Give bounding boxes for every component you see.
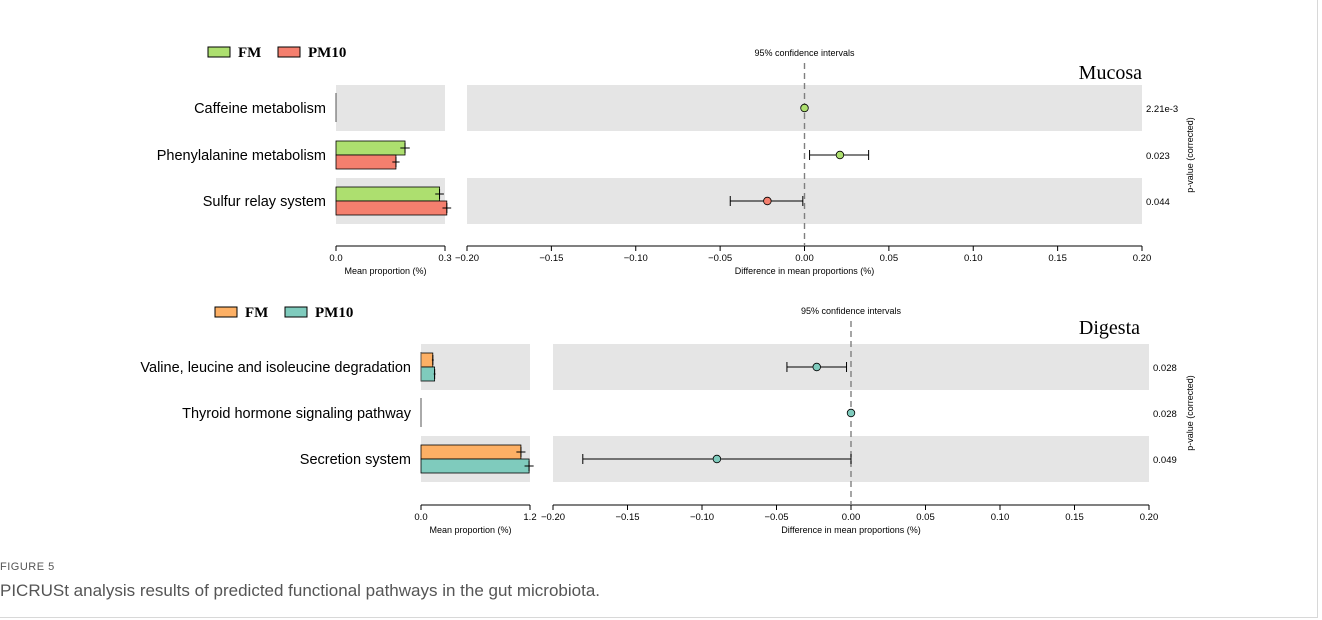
ci-x-tick-label: −0.20 — [541, 512, 565, 523]
bar-x-tick-label: 0.0 — [329, 253, 342, 264]
diff-point — [763, 196, 772, 206]
bar-pm10 — [335, 200, 448, 216]
legend-swatch-pm10 — [277, 46, 301, 58]
p-value-axis-label: p-value (corrected) — [1185, 375, 1195, 451]
ci-x-axis-label: Difference in mean proportions (%) — [781, 525, 920, 535]
p-value: 0.044 — [1146, 197, 1170, 208]
ci-x-tick-label: −0.05 — [764, 512, 788, 523]
ci-x-tick-label: −0.05 — [708, 253, 732, 264]
bar-fm — [420, 352, 434, 368]
ci-x-tick-label: −0.10 — [690, 512, 714, 523]
ci-x-tick-label: 0.10 — [964, 253, 983, 264]
panel-digesta: FM PM10 Digesta 95% confidence intervals Val… — [140, 305, 1195, 535]
bar-fm — [420, 444, 522, 460]
bar-fm — [335, 140, 406, 156]
ci-x-tick-label: 0.20 — [1140, 512, 1159, 523]
ci-title: 95% confidence intervals — [801, 306, 902, 316]
ci-x-tick-label: −0.15 — [539, 253, 563, 264]
row-band-bar — [421, 344, 530, 390]
category-label: Valine, leucine and isoleucine degradati… — [140, 360, 411, 376]
legend-label-pm10: PM10 — [315, 305, 353, 321]
legend-label-fm: FM — [245, 305, 268, 321]
p-value: 0.023 — [1146, 151, 1170, 162]
ci-x-tick-label: −0.20 — [455, 253, 479, 264]
ci-x-tick-label: 0.10 — [991, 512, 1010, 523]
bar-x-axis-label: Mean proportion (%) — [429, 525, 511, 535]
category-label: Sulfur relay system — [203, 194, 326, 210]
diff-point — [712, 454, 722, 464]
p-value: 0.028 — [1153, 363, 1177, 374]
legend-label-fm: FM — [238, 45, 261, 61]
legend-swatch-fm — [214, 306, 238, 318]
category-label: Thyroid hormone signaling pathway — [182, 406, 412, 422]
panel-title: Digesta — [1079, 317, 1140, 339]
figure-caption: PICRUSt analysis results of predicted fu… — [0, 581, 601, 600]
ci-x-tick-label: 0.15 — [1065, 512, 1084, 523]
bar-pm10 — [335, 154, 397, 170]
ci-x-tick-label: 0.00 — [795, 253, 814, 264]
bar-x-tick-label: 0.0 — [414, 512, 427, 523]
ci-x-axis-label: Difference in mean proportions (%) — [735, 266, 874, 276]
bar-x-tick-label: 1.2 — [523, 512, 536, 523]
diff-point — [800, 103, 809, 113]
ci-x-tick-label: 0.20 — [1133, 253, 1152, 264]
ci-x-tick-label: 0.00 — [842, 512, 861, 523]
panel-title: Mucosa — [1079, 62, 1142, 84]
bar-pm10 — [420, 366, 436, 382]
ci-x-tick-label: 0.05 — [880, 253, 899, 264]
legend-label-pm10: PM10 — [308, 45, 346, 61]
category-label: Caffeine metabolism — [194, 101, 326, 117]
bar-x-tick-label: 0.3 — [438, 253, 451, 264]
bar-fm — [335, 186, 440, 202]
figure-label: FIGURE 5 — [0, 561, 55, 573]
diff-point — [846, 408, 856, 418]
p-value: 0.049 — [1153, 455, 1177, 466]
p-value: 2.21e-3 — [1146, 104, 1178, 115]
ci-x-tick-label: 0.15 — [1048, 253, 1067, 264]
diff-point — [835, 150, 845, 160]
extended-error-bar-figure: FM PM10 Mucosa 95% confidence intervals Caff… — [140, 45, 1195, 535]
category-label: Secretion system — [300, 452, 411, 468]
legend-swatch-pm10 — [284, 306, 308, 318]
ci-x-tick-label: −0.15 — [615, 512, 639, 523]
p-value: 0.028 — [1153, 409, 1177, 420]
bar-x-axis-label: Mean proportion (%) — [344, 266, 426, 276]
row-band-bar — [336, 85, 445, 131]
category-label: Phenylalanine metabolism — [157, 148, 326, 164]
ci-title: 95% confidence intervals — [754, 48, 855, 58]
ci-x-tick-label: −0.10 — [624, 253, 648, 264]
legend-swatch-fm — [207, 46, 231, 58]
diff-point — [812, 362, 821, 372]
bar-pm10 — [420, 458, 530, 474]
panel-mucosa: FM PM10 Mucosa 95% confidence intervals Caff… — [157, 45, 1195, 276]
ci-x-tick-label: 0.05 — [916, 512, 935, 523]
p-value-axis-label: p-value (corrected) — [1185, 117, 1195, 193]
